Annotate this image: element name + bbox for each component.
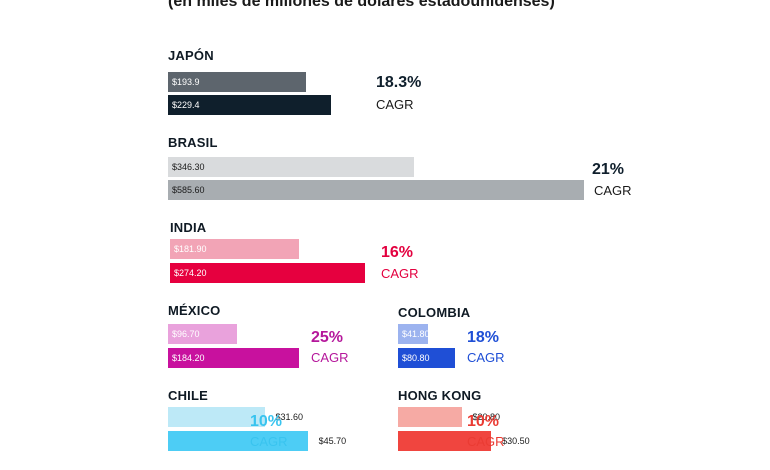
country-name: MÉXICO [168,303,221,318]
cagr-percent: 18% [467,329,500,346]
cagr-percent: 10% [250,413,283,430]
bar-value-label: $585.60 [172,185,205,195]
cagr-percent: 16% [381,244,414,261]
country-name: CHILE [168,388,208,403]
bar [168,324,237,344]
country-name: JAPÓN [168,48,214,63]
bar [168,431,308,451]
bar-value-label: $41.80 [402,329,430,339]
bar [168,180,584,200]
cagr-percent: 18.3% [376,74,422,91]
bar [168,95,331,115]
bar [170,239,300,259]
cagr-label: CAGR [467,434,505,449]
cagr-percent: 25% [311,329,344,346]
cagr-label: CAGR [250,434,288,449]
bar [168,157,414,177]
cagr-label: CAGR [467,350,505,365]
bar [170,263,365,283]
country-name: COLOMBIA [398,305,471,320]
bar [398,407,462,427]
bar-value-label: $193.9 [172,77,200,87]
cagr-label: CAGR [376,97,414,112]
bar-value-label: $20.80 [472,412,501,422]
bar-value-label: $346.30 [172,162,205,172]
cagr-label: CAGR [381,266,419,281]
bar [398,324,428,344]
bar [398,348,456,368]
bar-value-label: $30.50 [502,436,530,446]
bar-value-label: $184.20 [172,353,205,363]
cagr-percent: 21% [592,161,625,178]
bar-value-label: $229.4 [172,100,200,110]
bar [168,72,306,92]
cagr-label: CAGR [311,350,349,365]
cagr-percent: 10% [467,413,500,430]
country-name: BRASIL [168,135,218,150]
cagr-label: CAGR [594,183,632,198]
chart-subtitle: (en miles de millones de dolares estadou… [168,0,555,10]
country-name: HONG KONG [398,388,482,403]
bar-value-label: $80.80 [402,353,430,363]
bar-value-label: $31.60 [275,412,304,422]
country-name: INDIA [170,220,207,235]
bar-value-label: $181.90 [174,244,207,254]
bar-value-label: $45.70 [318,436,347,446]
bar [398,431,492,451]
bar [168,348,299,368]
bar [168,407,265,427]
bar-value-label: $274.20 [174,268,207,278]
bar-value-label: $96.70 [172,329,200,339]
